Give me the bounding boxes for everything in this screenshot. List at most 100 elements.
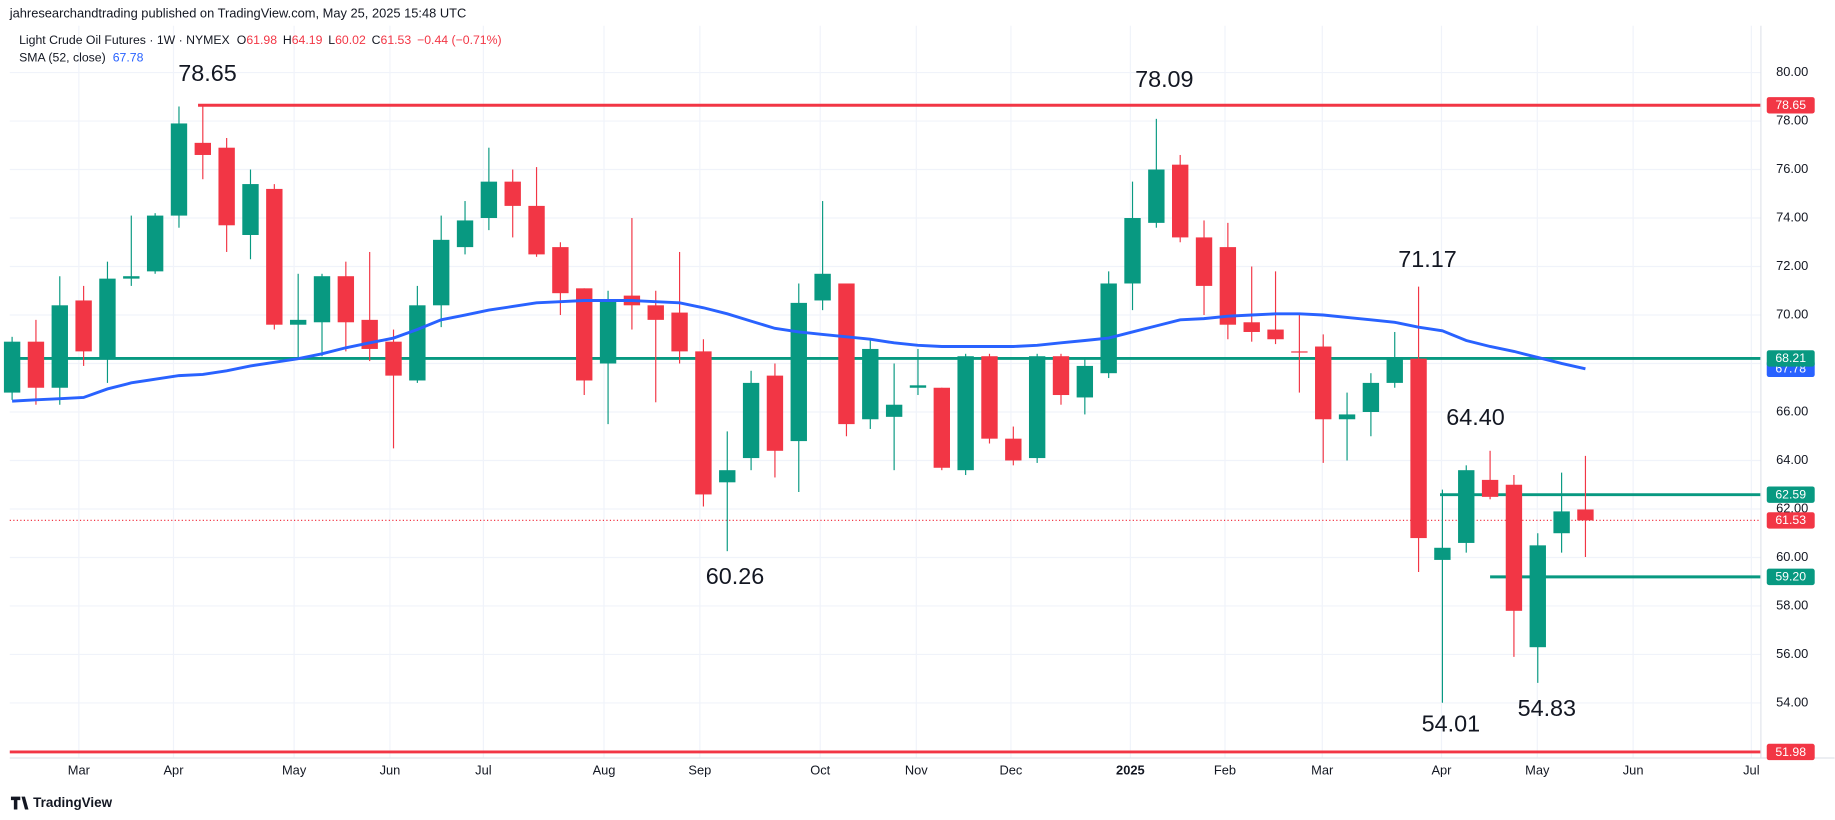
x-tick-label: Aug <box>593 762 616 777</box>
logo-mark <box>10 796 29 810</box>
x-tick-label: Nov <box>905 762 928 777</box>
candle-body <box>1315 346 1332 420</box>
y-tick-label: 74.00 <box>1776 209 1808 224</box>
candle-body <box>1172 164 1189 238</box>
candle-body <box>51 305 68 388</box>
candle-body <box>957 356 974 471</box>
change: −0.44 (−0.71%) <box>417 33 502 47</box>
y-tick-label: 78.00 <box>1776 112 1808 127</box>
candle-body <box>266 188 283 325</box>
y-tick-label: 58.00 <box>1776 597 1808 612</box>
x-tick-label: Feb <box>1214 762 1236 777</box>
candle-body <box>695 351 712 495</box>
candle-body <box>3 341 21 393</box>
candle-body <box>456 220 474 248</box>
candle-body <box>1028 356 1046 459</box>
candle-body <box>1338 414 1356 420</box>
candle-body <box>933 387 950 468</box>
candle-body <box>27 341 45 388</box>
legend: Light Crude Oil Futures · 1W · NYMEX O61.… <box>19 33 502 47</box>
ohlc-prefix: O <box>237 33 247 47</box>
ohlc-prefix: H <box>283 33 292 47</box>
annotation: 54.01 <box>1422 710 1481 736</box>
y-tick-label: 72.00 <box>1776 258 1808 273</box>
candle-body <box>838 283 855 425</box>
y-tick-label: 62.00 <box>1776 500 1808 515</box>
low: 60.02 <box>335 33 366 47</box>
price-badge-label: 59.20 <box>1775 570 1806 584</box>
annotation: 78.65 <box>178 60 237 86</box>
price-badge <box>1766 568 1815 586</box>
sma-line <box>12 299 1586 403</box>
price-badge-label: 68.21 <box>1775 351 1806 365</box>
y-tick-label: 56.00 <box>1776 646 1808 661</box>
candle-body <box>289 319 307 325</box>
candle-body <box>766 375 784 451</box>
brand-logo: TradingView <box>10 795 113 810</box>
candle-body <box>1195 237 1213 286</box>
price-badge <box>1766 512 1815 529</box>
sma-legend: SMA (52, close) 67.78 <box>19 51 143 65</box>
x-tick-label: Mar <box>1311 762 1334 777</box>
x-tick-label: Apr <box>163 762 184 777</box>
candle-body <box>433 239 450 306</box>
candle-body <box>194 142 212 155</box>
open: 61.98 <box>246 33 277 47</box>
candle-body <box>337 276 355 323</box>
price-badge <box>1766 350 1815 367</box>
candle-body <box>1243 322 1260 332</box>
ohlc-prefix: L <box>328 33 335 47</box>
y-tick-label: 60.00 <box>1776 549 1808 564</box>
candle-body <box>1458 470 1475 543</box>
annotation: 78.09 <box>1135 66 1194 92</box>
candle-body <box>599 300 617 364</box>
candle-body <box>385 341 402 376</box>
candle-body <box>1481 479 1499 497</box>
x-tick-label: Mar <box>68 762 91 777</box>
candle-body <box>504 181 521 206</box>
y-tick-label: 70.00 <box>1776 306 1808 321</box>
high: 64.19 <box>292 33 323 47</box>
price-badge-label: 62.59 <box>1775 488 1806 502</box>
x-tick-label: Jun <box>1623 762 1644 777</box>
candle-body <box>1052 356 1070 396</box>
x-tick-label: Apr <box>1431 762 1452 777</box>
candle-body <box>576 288 593 381</box>
candle-body <box>1410 358 1427 539</box>
candle-body <box>1076 365 1094 398</box>
candle-body <box>480 181 498 219</box>
candle-body <box>99 278 116 359</box>
candle-body <box>1434 547 1451 560</box>
candle-body <box>1100 283 1117 374</box>
close: 61.53 <box>381 33 412 47</box>
candle-body <box>1386 358 1403 383</box>
y-tick-label: 54.00 <box>1776 694 1808 709</box>
candle-body <box>218 147 235 226</box>
candle-body <box>909 385 927 388</box>
x-tick-label: Sep <box>688 762 711 777</box>
candle-body <box>814 273 831 301</box>
annotation: 54.83 <box>1518 695 1577 721</box>
candle-body <box>123 276 140 279</box>
price-badge <box>1766 97 1815 114</box>
candle-body <box>1577 509 1594 521</box>
candle-body <box>1505 484 1523 611</box>
candle-body <box>1124 218 1141 284</box>
candle-body <box>528 205 545 255</box>
candle-body <box>313 276 331 323</box>
sma-name: SMA (52, close) <box>19 51 106 65</box>
candle-body <box>719 470 736 483</box>
candle-body <box>552 247 569 294</box>
candle-body <box>981 356 998 439</box>
candle-body <box>647 305 664 320</box>
candle-body <box>1148 169 1165 223</box>
candle-body <box>1005 438 1022 461</box>
candle-body <box>1267 329 1284 340</box>
candle-body <box>885 404 903 417</box>
x-tick-label: Jun <box>380 762 401 777</box>
candle-body <box>862 348 879 420</box>
candle-body <box>790 302 807 442</box>
x-tick-label: Oct <box>810 762 830 777</box>
